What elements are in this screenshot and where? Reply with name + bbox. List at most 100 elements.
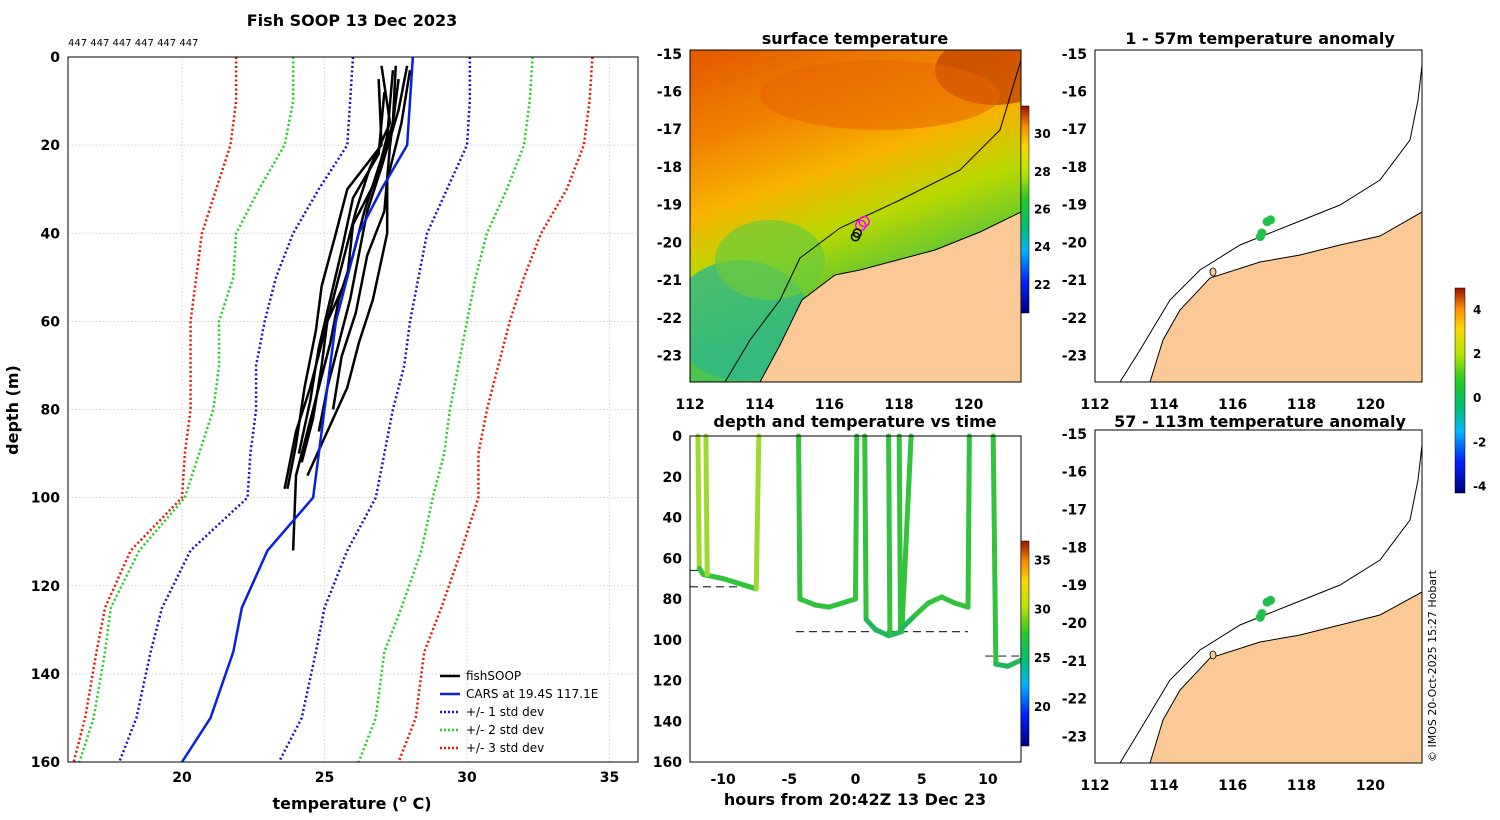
- anom1-land: [1149, 211, 1422, 382]
- profile-xtick: 25: [315, 770, 334, 786]
- sst-track-marker: [858, 215, 870, 228]
- time-xtick: -5: [782, 772, 798, 788]
- anom1-ytick: -23: [1062, 349, 1087, 365]
- anom2-ytick: -19: [1062, 578, 1087, 594]
- anom1-xtick: 120: [1356, 397, 1385, 413]
- profile-ytick: 60: [41, 314, 61, 330]
- time-trace-segment: [912, 600, 931, 618]
- profile-std-line: [78, 57, 295, 763]
- time-colorbar-tick: 30: [1034, 602, 1051, 616]
- time-xtick: 5: [917, 772, 927, 788]
- time-trace-segment: [796, 433, 803, 602]
- time-xtick: 0: [851, 772, 861, 788]
- anom2-ytick: -17: [1062, 502, 1087, 518]
- anom2-dot: [1262, 597, 1272, 607]
- time-panel: depth and temperature vs time -10 -5 0 5 100…: [653, 412, 1051, 809]
- sst-colorbar-tick: 22: [1034, 278, 1051, 292]
- anom1-island: [1209, 267, 1217, 277]
- profile-subtitle: 447 447 447 447 447 447: [68, 38, 198, 49]
- anom1-ytick: -22: [1062, 311, 1087, 327]
- profile-ytick: 20: [41, 138, 61, 154]
- anom1-dots: [1255, 215, 1276, 242]
- sst-map: [690, 50, 1021, 382]
- sst-xtick: 112: [675, 397, 704, 413]
- time-ytick: 80: [663, 592, 683, 608]
- sst-track: [850, 215, 870, 242]
- time-colorbar-ticks: 20 25 30 35: [1034, 554, 1051, 714]
- profile-title: Fish SOOP 13 Dec 2023: [247, 11, 457, 30]
- time-title: depth and temperature vs time: [713, 412, 996, 431]
- time-trace-segment: [695, 433, 702, 571]
- time-xtick: -10: [710, 772, 736, 788]
- anom2-ytick: -21: [1062, 654, 1087, 670]
- time-trace-segment: [853, 433, 860, 602]
- anom2-xtick: 118: [1287, 778, 1316, 794]
- anom1-xtick: 116: [1218, 397, 1247, 413]
- sst-colorbar-tick: 30: [1034, 127, 1051, 141]
- time-ytick: 0: [672, 429, 682, 445]
- time-ytick: 20: [663, 470, 683, 486]
- anom1-ytick: -15: [1062, 47, 1087, 63]
- anom2-ytick: -23: [1062, 730, 1087, 746]
- anom1-axes-box: [1094, 49, 1423, 383]
- anom2-island: [1209, 650, 1217, 660]
- sst-colorbar-ticks: 22 24 26 28 30: [1034, 127, 1051, 292]
- time-trace-segment: [898, 612, 918, 633]
- profile-legend: fishSOOP CARS at 19.4S 117.1E +/- 1 std …: [440, 669, 598, 755]
- time-colorbar-tick: 20: [1034, 700, 1051, 714]
- sst-xtick: 116: [815, 397, 844, 413]
- time-trace-segment: [797, 596, 819, 608]
- legend-std3: +/- 3 std dev: [466, 741, 544, 755]
- profile-axes-box: [67, 56, 639, 763]
- anom1-shelf-contour: [1119, 64, 1422, 382]
- sst-ytick: -20: [657, 235, 683, 251]
- time-trace-segment: [965, 433, 972, 610]
- sst-xtick: 120: [954, 397, 983, 413]
- anomaly-colorbar-tick: -4: [1473, 479, 1486, 493]
- sst-ytick: -15: [657, 47, 682, 63]
- time-ytick: 100: [653, 633, 682, 649]
- anomaly-colorbar: [1454, 287, 1466, 494]
- profile-panel: Fish SOOP 13 Dec 2023 447 447 447 447 44…: [3, 11, 639, 813]
- sst-ytick: -17: [657, 122, 682, 138]
- time-trace-segment: [703, 433, 710, 578]
- anom1-tick-labels: 112 114 116 118 120 -15 -16 -17 -18 -19 -20 -21 -22 -…: [1062, 47, 1386, 413]
- anomaly-colorbar-tick: 0: [1473, 391, 1481, 405]
- time-ytick: 120: [653, 674, 682, 690]
- time-traces: [695, 433, 1024, 669]
- sst-ytick: -23: [657, 349, 682, 365]
- profile-ytick: 80: [41, 403, 61, 419]
- anom2-xtick: 120: [1356, 778, 1385, 794]
- sst-ytick: -21: [657, 273, 682, 289]
- sst-title: surface temperature: [762, 29, 949, 48]
- anom2-shelf-contour: [1119, 444, 1422, 763]
- anom2-ytick: -22: [1062, 692, 1087, 708]
- anom2-xtick: 116: [1218, 778, 1247, 794]
- time-ytick: 140: [653, 714, 682, 730]
- anom2-land: [1149, 591, 1422, 763]
- anom2-dot: [1255, 612, 1265, 622]
- sst-colorbar-tick: 26: [1034, 203, 1051, 217]
- legend-fishsoop: fishSOOP: [466, 669, 521, 683]
- profile-cast-line: [306, 70, 412, 477]
- anom2-map: [1119, 444, 1422, 763]
- anomaly-colorbar-tick: 4: [1473, 303, 1481, 317]
- anom2-axes-box: [1094, 429, 1423, 764]
- sst-colorbar-tick: 24: [1034, 240, 1051, 254]
- profile-ylabel: depth (m): [3, 365, 22, 455]
- legend-std2: +/- 2 std dev: [466, 723, 544, 737]
- anom2-tick-labels: 112 114 116 118 120 -15 -16 -17 -18 -19 -20 -21 -22 -…: [1062, 427, 1386, 794]
- anom1-ytick: -16: [1062, 85, 1087, 101]
- anom1-ytick: -18: [1062, 160, 1087, 176]
- sst-tick-labels: 112 114 116 118 120 -15 -16 -17 -18 -19 -20 -21 -22 -…: [657, 47, 984, 413]
- anomaly-colorbar-tick: -2: [1473, 435, 1486, 449]
- time-trace-segment: [1005, 657, 1024, 669]
- anom1-title: 1 - 57m temperature anomaly: [1125, 29, 1395, 48]
- anom1-ytick: -17: [1062, 122, 1087, 138]
- legend-std1: +/- 1 std dev: [466, 705, 544, 719]
- time-colorbar-tick: 25: [1034, 651, 1051, 665]
- profile-ytick: 0: [50, 50, 60, 66]
- time-trace-segment: [990, 433, 999, 667]
